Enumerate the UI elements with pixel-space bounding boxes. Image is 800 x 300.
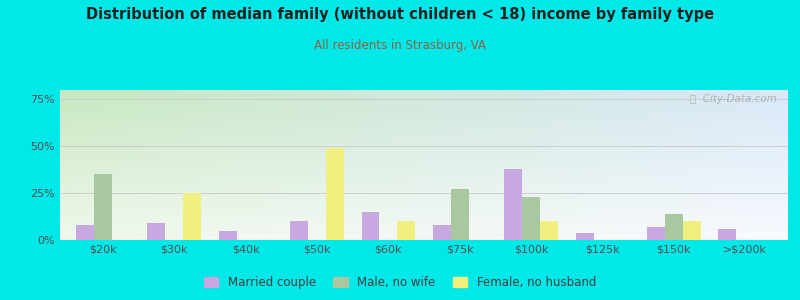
Bar — [647, 227, 665, 240]
Bar — [540, 221, 558, 240]
Bar — [147, 223, 166, 240]
Bar — [94, 174, 112, 240]
Bar — [504, 169, 522, 240]
Text: All residents in Strasburg, VA: All residents in Strasburg, VA — [314, 39, 486, 52]
Bar — [76, 225, 94, 240]
Bar — [718, 229, 736, 240]
Bar — [576, 232, 594, 240]
Bar — [326, 148, 344, 240]
Bar — [183, 193, 201, 240]
Bar — [682, 221, 701, 240]
Bar — [433, 225, 450, 240]
Text: ⓘ  City-Data.com: ⓘ City-Data.com — [690, 94, 777, 104]
Bar — [522, 197, 540, 240]
Bar — [219, 231, 237, 240]
Bar — [362, 212, 379, 240]
Bar — [665, 214, 682, 240]
Bar — [290, 221, 308, 240]
Legend: Married couple, Male, no wife, Female, no husband: Married couple, Male, no wife, Female, n… — [199, 272, 601, 294]
Text: Distribution of median family (without children < 18) income by family type: Distribution of median family (without c… — [86, 8, 714, 22]
Bar — [450, 189, 469, 240]
Bar — [398, 221, 415, 240]
